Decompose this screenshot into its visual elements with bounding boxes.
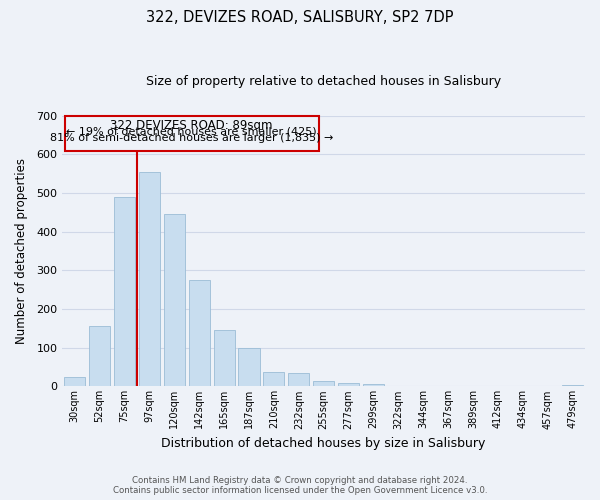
Bar (64, 376, 85, 386)
Bar (214, 330, 235, 386)
Text: 322 DEVIZES ROAD: 89sqm: 322 DEVIZES ROAD: 89sqm (110, 120, 273, 132)
Bar (89, 326, 110, 386)
Bar (114, 197, 135, 386)
Bar (188, 280, 210, 386)
Bar (139, 172, 160, 386)
Bar (238, 348, 260, 387)
Bar (313, 381, 334, 386)
FancyBboxPatch shape (65, 116, 319, 151)
Bar (562, 385, 583, 386)
X-axis label: Distribution of detached houses by size in Salisbury: Distribution of detached houses by size … (161, 437, 486, 450)
Text: 81% of semi-detached houses are larger (1,835) →: 81% of semi-detached houses are larger (… (50, 134, 334, 143)
Bar (164, 214, 185, 386)
Bar (363, 384, 384, 386)
Bar (338, 382, 359, 386)
Text: ← 19% of detached houses are smaller (425): ← 19% of detached houses are smaller (42… (67, 126, 317, 136)
Y-axis label: Number of detached properties: Number of detached properties (15, 158, 28, 344)
Text: Contains HM Land Registry data © Crown copyright and database right 2024.
Contai: Contains HM Land Registry data © Crown c… (113, 476, 487, 495)
Bar (263, 372, 284, 386)
Bar (288, 373, 310, 386)
Text: 322, DEVIZES ROAD, SALISBURY, SP2 7DP: 322, DEVIZES ROAD, SALISBURY, SP2 7DP (146, 10, 454, 25)
Title: Size of property relative to detached houses in Salisbury: Size of property relative to detached ho… (146, 75, 501, 88)
